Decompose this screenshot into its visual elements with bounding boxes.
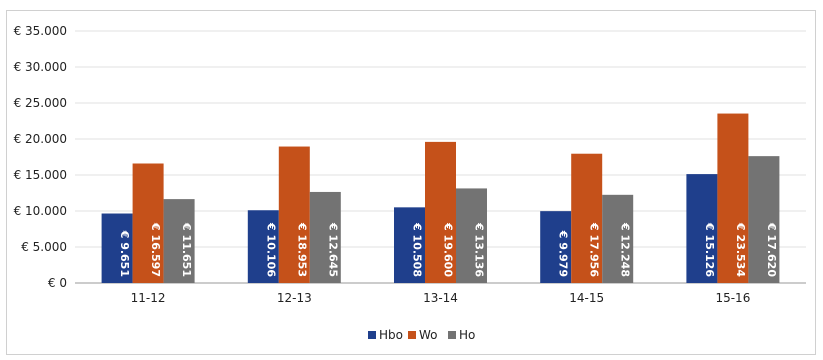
y-tick-label: € 15.000 [14,168,67,182]
data-label: € 13.136 [473,222,486,277]
x-tick-label: 12-13 [277,291,312,305]
x-tick-label: 14-15 [569,291,604,305]
bar-hbo [540,211,572,283]
data-label: € 17.956 [588,222,601,277]
x-tick-label: 15-16 [715,291,750,305]
bar-ho [748,156,780,283]
legend-label-hbo: Hbo [379,328,403,342]
y-tick-label: € 10.000 [14,204,67,218]
y-tick-label: € 30.000 [14,60,67,74]
legend-swatch-hbo [368,331,376,339]
data-label: € 23.534 [734,222,747,277]
bar-hbo [394,207,425,283]
data-label: € 10.508 [411,222,424,277]
data-label: € 12.248 [619,222,632,277]
data-label: € 11.651 [180,222,193,277]
bar-ho [309,191,341,283]
y-tick-label: € 20.000 [14,132,67,146]
bar-wo [571,153,603,283]
bar-wo [132,163,164,283]
y-tick-label: € 25.000 [14,96,67,110]
y-tick-label: € 0 [48,276,67,290]
legend-swatch-wo [408,331,416,339]
legend-label-ho: Ho [459,328,475,342]
data-label: € 17.620 [765,222,778,277]
bar-ho [163,199,195,283]
bar-wo [717,113,749,283]
y-tick-label: € 35.000 [14,24,67,38]
bar-wo [278,146,310,283]
y-tick-label: € 5.000 [21,240,67,254]
data-label: € 9.651 [118,230,131,277]
bar-ho [456,188,487,283]
data-label: € 10.106 [264,222,277,277]
bar-ho [602,194,634,283]
bar-hbo [686,174,718,283]
data-label: € 19.600 [442,222,455,277]
data-label: € 9.979 [557,230,570,277]
data-label: € 18.953 [295,222,308,277]
x-tick-label: 11-12 [131,291,166,305]
legend-label-wo: Wo [419,328,438,342]
bar-hbo [101,213,133,283]
x-tick-label: 13-14 [423,291,458,305]
data-label: € 15.126 [703,222,716,277]
bar-wo [425,141,456,283]
legend-swatch-ho [448,331,456,339]
data-label: € 16.597 [149,222,162,277]
bar-hbo [247,210,279,283]
data-label: € 12.645 [326,222,339,277]
